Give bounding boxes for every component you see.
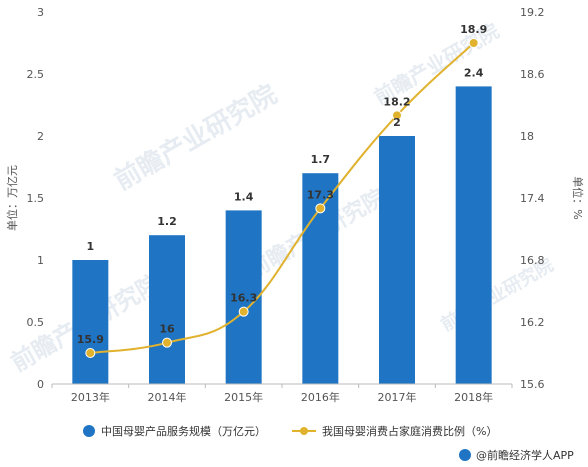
left-axis-title: 单位：万亿元 <box>5 165 19 231</box>
left-axis-tick: 2 <box>37 130 44 143</box>
data-labels: 1 1.2 1.4 1.7 2 2.4 15.9 16 16.3 17.3 18.2 18.9 <box>77 23 487 346</box>
legend-line-label: 我国母婴消费占家庭消费比例（%） <box>322 424 497 438</box>
left-axis-tick: 1.5 <box>27 192 45 205</box>
right-axis-tick: 17.4 <box>520 192 545 205</box>
x-axis-tick: 2016年 <box>301 390 340 404</box>
bar <box>225 210 262 384</box>
bar <box>379 136 415 384</box>
bar-series <box>72 86 492 385</box>
watermark-text: 前瞻产业研究院 <box>109 79 282 197</box>
line-data-label: 16.3 <box>230 292 257 305</box>
right-axis-tick: 19.2 <box>520 6 545 19</box>
x-axis-tick: 2018年 <box>454 390 493 404</box>
left-axis-tick: 3 <box>37 6 44 19</box>
right-axis-tick: 16.8 <box>520 254 545 267</box>
line-point <box>315 203 326 214</box>
bar-data-label: 1.4 <box>234 190 254 203</box>
source-text: @前瞻经济学人APP <box>476 448 574 462</box>
right-axis-tick: 16.2 <box>520 316 545 329</box>
bar-data-label: 2.4 <box>464 66 484 79</box>
legend: 中国母婴产品服务规模（万亿元） 我国母婴消费占家庭消费比例（%） <box>83 424 497 438</box>
line-point <box>162 337 172 348</box>
legend-line-dot <box>300 427 308 435</box>
line-point <box>85 348 96 358</box>
left-axis-tick: 1 <box>37 254 44 267</box>
right-axis-title: 单位：% <box>571 176 585 219</box>
x-axis-tick: 2014年 <box>148 390 187 404</box>
line-data-label: 16 <box>159 323 175 336</box>
bar <box>149 235 185 384</box>
right-axis-tick: 15.6 <box>520 378 545 391</box>
line-data-label: 15.9 <box>77 333 104 346</box>
source-logo-icon <box>459 449 471 461</box>
line-data-label: 17.3 <box>307 188 334 201</box>
legend-bar-marker <box>83 425 95 437</box>
right-axis-tick: 18.6 <box>520 68 545 81</box>
x-axis-tick: 2015年 <box>224 390 263 404</box>
right-axis-tick: 18 <box>520 130 534 143</box>
x-axis-tick: 2013年 <box>71 390 110 404</box>
bar <box>72 260 109 384</box>
bar-data-label: 1.2 <box>157 215 177 228</box>
source-credit: @前瞻经济学人APP <box>459 448 574 462</box>
line-point <box>468 38 479 48</box>
bar-data-label: 1.7 <box>311 153 331 166</box>
bar-data-label: 1 <box>87 240 95 253</box>
line-point <box>392 110 402 121</box>
left-axis-tick: 0.5 <box>27 316 45 329</box>
left-axis-tick: 0 <box>37 378 44 391</box>
axes: 0 0.5 1 1.5 2 2.5 3 15.6 16.2 16.8 17.4 18 18.6 19.2 2… <box>27 6 545 404</box>
legend-bar-label: 中国母婴产品服务规模（万亿元） <box>101 424 266 438</box>
line-data-label: 18.2 <box>383 95 410 108</box>
line-data-label: 18.9 <box>460 23 487 36</box>
bar <box>455 86 492 385</box>
line-point <box>238 306 249 317</box>
line-series <box>85 38 479 358</box>
x-axis-tick: 2017年 <box>378 390 417 404</box>
left-axis-tick: 2.5 <box>27 68 45 81</box>
bar-data-label: 2 <box>393 116 401 129</box>
